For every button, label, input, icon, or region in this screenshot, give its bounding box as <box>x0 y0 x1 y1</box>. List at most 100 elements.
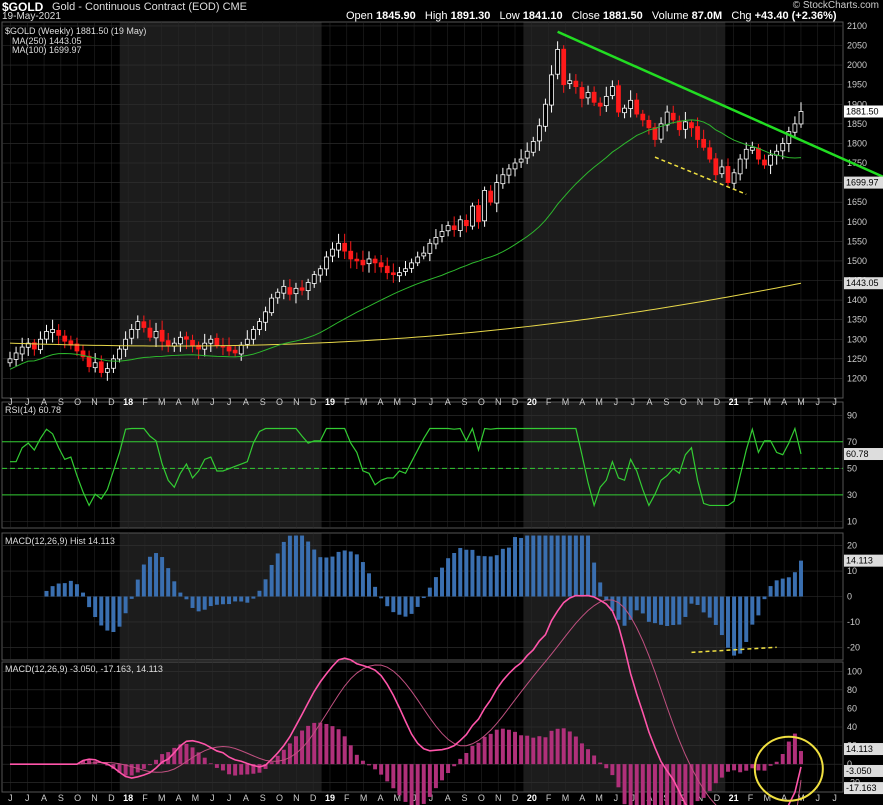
candle-body <box>232 349 238 354</box>
macd2-hist-bar <box>488 733 493 765</box>
candle-body <box>609 86 615 96</box>
macd-hist-bar <box>762 596 767 600</box>
macd-hist-bar <box>567 535 572 597</box>
candle-body <box>561 48 567 86</box>
candle-body <box>683 121 688 130</box>
macd-hist-bar <box>780 578 785 597</box>
candle-body <box>719 166 725 175</box>
x-tick-label: D <box>108 793 115 803</box>
macd2-hist-bar <box>245 764 250 775</box>
macd2-hist-bar <box>391 764 396 789</box>
x-tick-label: F <box>344 397 350 407</box>
candle-body <box>354 258 360 262</box>
x-tick-label: N <box>697 397 704 407</box>
x-tick-label: M <box>192 793 200 803</box>
macd-hist-bar <box>622 596 627 626</box>
macd-hist-bar <box>756 596 761 616</box>
x-tick-label: A <box>781 793 787 803</box>
macd2-hist-bar <box>652 764 657 805</box>
macd2-hist-bar <box>543 737 548 765</box>
x-tick-label: A <box>647 397 653 407</box>
macd2-hist-bar <box>561 728 566 765</box>
macd-hist-bar <box>774 580 779 597</box>
y-tick-label: 10 <box>847 566 857 576</box>
macd-hist-bar <box>263 579 268 597</box>
macd-hist-bar <box>500 548 505 597</box>
macd2-hist-bar <box>464 752 469 765</box>
y-tick-label: 1600 <box>847 217 867 227</box>
macd2-hist-bar <box>87 760 92 765</box>
x-tick-label: A <box>243 793 249 803</box>
macd-hist-bar <box>409 596 414 614</box>
macd-hist-legend: MACD(12,26,9) Hist 14.113 <box>5 536 115 546</box>
macd2-hist-bar <box>415 764 420 805</box>
macd-hist-bar <box>202 596 207 610</box>
candle-body <box>500 174 506 185</box>
y-tick-label: 1300 <box>847 334 867 344</box>
x-tick-label: D <box>512 793 519 803</box>
candle-body <box>117 348 122 360</box>
ma100-line <box>9 119 802 370</box>
candle-body <box>86 355 92 368</box>
macd2-hist-bar <box>452 764 457 767</box>
x-tick-label: D <box>310 397 317 407</box>
macd2-hist-bar <box>227 764 232 775</box>
macd-hist-bar <box>62 583 67 597</box>
macd2-hist-bar <box>202 757 207 765</box>
macd-hist-bar <box>135 579 140 597</box>
x-tick-label: M <box>562 793 570 803</box>
candle-body <box>7 358 13 364</box>
x-tick-label: J <box>429 397 434 407</box>
macd-hist-bar <box>464 549 469 597</box>
macd-hist-bar <box>446 558 451 597</box>
y-tick-label: 1950 <box>847 80 867 90</box>
macd-hist-bar <box>318 557 323 597</box>
y-tick-label: 80 <box>847 685 857 695</box>
macd-hist-bar <box>214 596 219 605</box>
x-tick-label: O <box>478 397 485 407</box>
x-tick-label: J <box>832 793 837 803</box>
candle-body <box>13 352 19 360</box>
candle-body <box>147 327 153 338</box>
macd-hist-bar <box>537 535 542 597</box>
macd-hist-bar <box>306 541 311 597</box>
y-tick-label: 1350 <box>847 315 867 325</box>
candle-body <box>567 80 573 84</box>
y-tick-label: 0 <box>847 592 852 602</box>
y-tick-label: 1800 <box>847 138 867 148</box>
macd2-hist-bar <box>695 764 700 802</box>
candle-body <box>518 158 524 163</box>
macd-hist-bar <box>397 596 402 615</box>
macd-hist-bar <box>549 535 554 597</box>
macd2-hist-bar <box>494 729 499 765</box>
candle-body <box>336 242 341 251</box>
candle-body <box>50 329 55 333</box>
macd-hist-bar <box>391 596 396 613</box>
y-tick-label: 1250 <box>847 354 867 364</box>
price-last-tag-bg <box>844 105 883 118</box>
macd-hist-bar <box>178 592 183 597</box>
x-tick-label: J <box>8 793 13 803</box>
macd2-hist-bar <box>397 764 402 796</box>
macd2-hist-bar <box>707 764 712 791</box>
macd-hist-bar <box>707 596 712 618</box>
candle-body <box>427 242 433 254</box>
macd-hist-bar <box>251 596 256 599</box>
macd-hist-bar <box>726 596 730 648</box>
x-tick-label: M <box>158 397 166 407</box>
macd2-hist-bar <box>251 764 256 774</box>
x-tick-label: J <box>227 397 232 407</box>
y-tick-label: 30 <box>847 490 857 500</box>
macd2-hist-bar <box>330 726 335 765</box>
candle-body <box>372 258 378 264</box>
macd-hist-bar <box>513 537 518 597</box>
candle-body <box>98 361 104 373</box>
x-tick-label: 20 <box>527 793 537 803</box>
x-tick-label: S <box>462 793 468 803</box>
candle-body <box>74 343 80 352</box>
x-tick-label: A <box>445 397 451 407</box>
macd2-hist-bar <box>567 731 572 765</box>
candle-body <box>263 311 268 323</box>
candle-body <box>56 329 62 336</box>
